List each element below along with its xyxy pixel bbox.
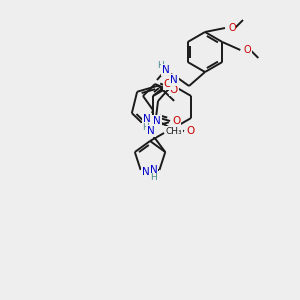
- Text: O: O: [186, 126, 194, 136]
- Text: O: O: [172, 116, 180, 126]
- Text: N: N: [170, 75, 178, 85]
- Text: O: O: [228, 23, 236, 33]
- Text: O: O: [164, 79, 172, 89]
- Text: N: N: [150, 165, 157, 175]
- Text: N: N: [162, 65, 170, 75]
- Text: N: N: [153, 116, 161, 126]
- Text: H: H: [150, 173, 157, 182]
- Text: H: H: [158, 61, 164, 70]
- Text: O: O: [170, 85, 178, 95]
- Text: CH₃: CH₃: [166, 127, 182, 136]
- Text: N: N: [143, 114, 151, 124]
- Text: N: N: [147, 126, 155, 136]
- Text: H: H: [142, 124, 148, 133]
- Text: N: N: [142, 167, 149, 177]
- Text: O: O: [244, 45, 251, 55]
